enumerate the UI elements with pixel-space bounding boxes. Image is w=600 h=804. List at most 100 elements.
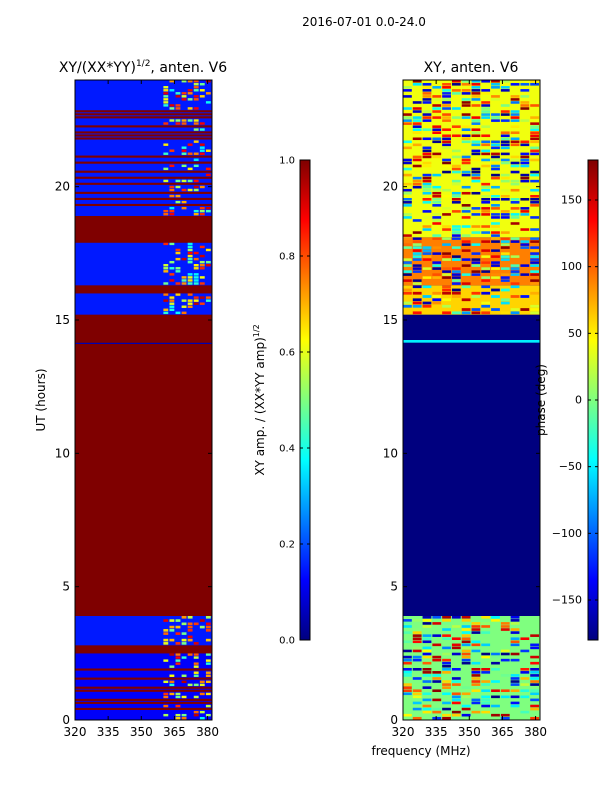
heatmap-cell bbox=[491, 222, 500, 225]
heatmap-cell bbox=[481, 125, 491, 128]
heatmap-cell bbox=[181, 119, 187, 122]
heatmap-cell bbox=[510, 95, 520, 98]
heatmap-cell bbox=[193, 128, 199, 131]
heatmap-cell bbox=[461, 258, 471, 261]
heatmap-cell bbox=[520, 671, 530, 674]
heatmap-cell bbox=[403, 237, 412, 240]
heatmap-cell bbox=[510, 240, 520, 243]
heatmap-cell bbox=[412, 116, 422, 119]
heatmap-cell bbox=[422, 116, 432, 119]
colorbar-tick-label: 0.2 bbox=[279, 540, 295, 551]
heatmap-flag-stripe bbox=[75, 110, 212, 113]
heatmap-cell bbox=[451, 92, 461, 95]
heatmap-cell bbox=[471, 143, 481, 147]
heatmap-cell bbox=[412, 646, 422, 650]
colorbar-tick-label: 0.6 bbox=[279, 348, 295, 359]
heatmap-cell bbox=[181, 206, 187, 210]
amplitude-colorbar-gradient bbox=[300, 160, 310, 640]
heatmap-cell bbox=[461, 89, 471, 92]
heatmap-cell bbox=[451, 149, 461, 153]
heatmap-cell bbox=[187, 152, 193, 155]
heatmap-cell bbox=[403, 213, 412, 216]
heatmap-cell bbox=[163, 642, 169, 645]
heatmap-cell bbox=[199, 625, 205, 629]
heatmap-cell bbox=[530, 677, 540, 680]
heatmap-cell bbox=[412, 83, 422, 86]
heatmap-cell bbox=[187, 89, 193, 92]
heatmap-cell bbox=[412, 131, 422, 135]
heatmap-cell bbox=[422, 255, 432, 258]
heatmap-cell bbox=[193, 296, 199, 299]
heatmap-cell bbox=[461, 225, 471, 228]
heatmap-cell bbox=[169, 619, 175, 622]
heatmap-cell bbox=[412, 143, 422, 147]
heatmap-cell bbox=[412, 692, 422, 696]
heatmap-cell bbox=[432, 201, 442, 204]
heatmap-cell bbox=[422, 146, 432, 150]
heatmap-cell bbox=[403, 198, 412, 201]
heatmap-flag-stripe bbox=[75, 116, 212, 119]
heatmap-cell bbox=[530, 683, 540, 686]
heatmap-cell bbox=[442, 616, 451, 619]
heatmap-cell bbox=[471, 308, 481, 311]
heatmap-cell bbox=[163, 95, 169, 98]
heatmap-cell bbox=[491, 619, 500, 622]
heatmap-cell bbox=[471, 173, 481, 177]
heatmap-cell bbox=[422, 304, 432, 308]
amplitude-colorbar-label: XY amp. / (XX*YY amp)1/2 bbox=[252, 324, 267, 475]
heatmap-cell bbox=[169, 194, 175, 198]
heatmap-cell bbox=[169, 305, 175, 308]
heatmap-cell bbox=[510, 695, 520, 699]
heatmap-cell bbox=[500, 137, 510, 141]
heatmap-cell bbox=[461, 308, 471, 311]
heatmap-cell bbox=[412, 668, 422, 671]
amplitude-colorbar: 0.0 0.2 0.4 0.6 0.8 1.0 XY amp. / (XX*YY amp)… bbox=[252, 156, 311, 647]
heatmap-cell bbox=[169, 185, 175, 189]
heatmap-cell bbox=[530, 240, 540, 243]
heatmap-cell bbox=[181, 98, 187, 101]
heatmap-cell bbox=[193, 273, 199, 276]
heatmap-cell bbox=[205, 704, 211, 708]
heatmap-cell bbox=[491, 237, 500, 240]
heatmap-cell bbox=[403, 619, 412, 622]
y-tick-label: 20 bbox=[55, 180, 70, 194]
heatmap-cell bbox=[199, 83, 205, 86]
heatmap-cell bbox=[520, 213, 530, 216]
heatmap-cell bbox=[193, 665, 199, 668]
heatmap-cell bbox=[461, 92, 471, 95]
heatmap-flag-stripe bbox=[75, 137, 212, 140]
heatmap-cell bbox=[412, 640, 422, 644]
heatmap-cell bbox=[520, 264, 530, 267]
heatmap-cell bbox=[199, 264, 205, 267]
heatmap-cell bbox=[199, 254, 205, 258]
heatmap-cell bbox=[500, 252, 510, 255]
heatmap-cell bbox=[510, 285, 520, 289]
heatmap-cell bbox=[169, 674, 175, 677]
heatmap-cell bbox=[193, 158, 199, 161]
heatmap-cell bbox=[412, 716, 422, 720]
heatmap-cell bbox=[500, 113, 510, 116]
heatmap-cell bbox=[169, 206, 175, 210]
heatmap-cell bbox=[205, 659, 211, 662]
heatmap-cell bbox=[163, 167, 169, 171]
heatmap-cell bbox=[422, 246, 432, 249]
heatmap-cell bbox=[403, 95, 412, 98]
heatmap-cell bbox=[530, 152, 540, 156]
heatmap-cell bbox=[422, 128, 432, 131]
heatmap-cell bbox=[491, 234, 500, 237]
heatmap-cell bbox=[451, 683, 461, 686]
heatmap-cell bbox=[520, 119, 530, 122]
heatmap-cell bbox=[520, 155, 530, 159]
heatmap-cell bbox=[187, 302, 193, 305]
heatmap-cell bbox=[461, 625, 471, 628]
heatmap-cell bbox=[175, 185, 181, 189]
heatmap-cell bbox=[491, 655, 500, 659]
heatmap-cell bbox=[193, 264, 199, 267]
heatmap-cell bbox=[530, 692, 540, 696]
heatmap-cell bbox=[205, 260, 211, 264]
heatmap-cell bbox=[403, 191, 412, 195]
heatmap-cell bbox=[530, 204, 540, 207]
heatmap-cell bbox=[432, 152, 442, 156]
heatmap-cell bbox=[500, 228, 510, 231]
